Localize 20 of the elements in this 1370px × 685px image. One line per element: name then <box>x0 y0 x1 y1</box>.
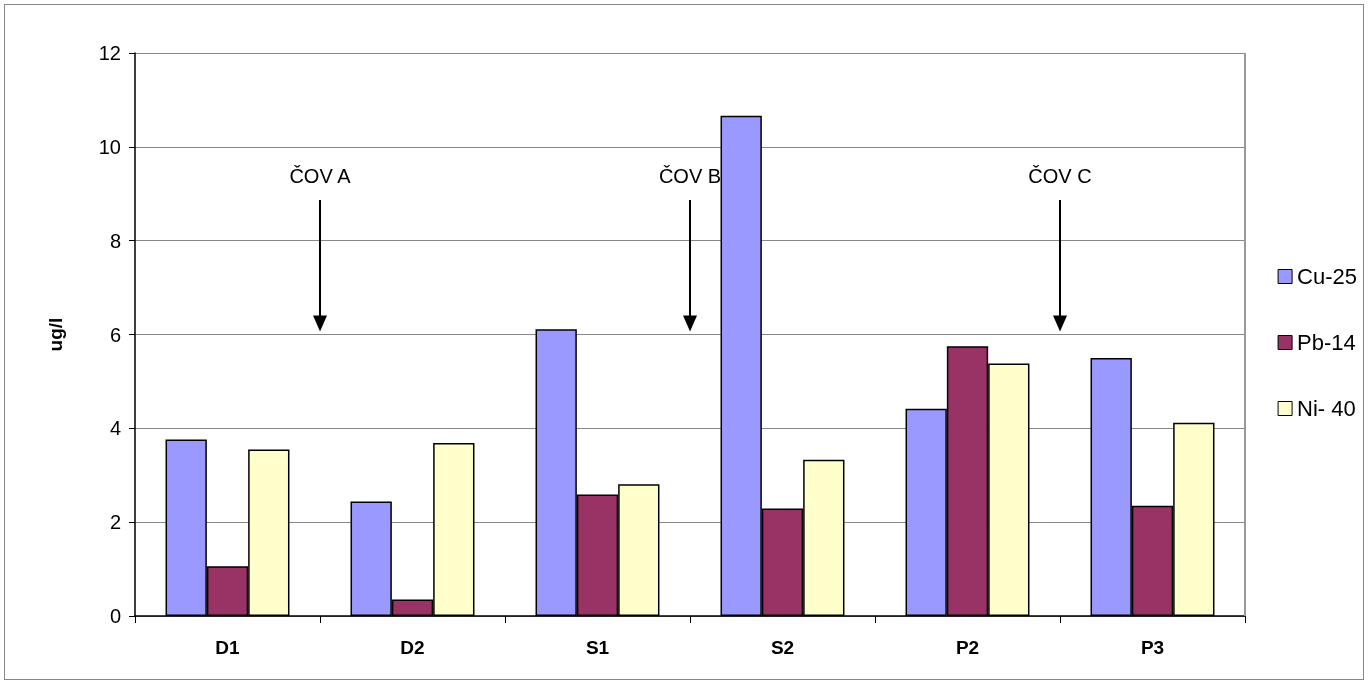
y-tick-label: 12 <box>98 42 121 64</box>
x-tick-label: S2 <box>770 637 795 658</box>
annotation: ČOV C <box>1028 165 1092 188</box>
y-tick-label: 10 <box>98 135 121 158</box>
legend-label: Cu-25 <box>1297 264 1357 289</box>
y-tick-label: 4 <box>109 417 121 440</box>
x-tick-label: D2 <box>400 637 425 658</box>
x-tick-label: D1 <box>215 637 241 658</box>
x-tick-label: S1 <box>585 637 610 658</box>
annotation: ČOV B <box>658 165 722 188</box>
x-tick-label: P3 <box>1140 637 1165 658</box>
x-tick-label: P2 <box>955 637 980 658</box>
y-tick-label: 8 <box>109 229 121 252</box>
legend-label: Ni- 40 <box>1297 396 1356 421</box>
y-tick-label: 6 <box>109 323 121 346</box>
legend-label: Pb-14 <box>1297 330 1356 355</box>
y-tick-label: 0 <box>109 605 121 627</box>
y-axis-title: ug/l <box>45 317 66 352</box>
y-tick-label: 2 <box>109 511 121 534</box>
annotation: ČOV A <box>289 165 351 188</box>
